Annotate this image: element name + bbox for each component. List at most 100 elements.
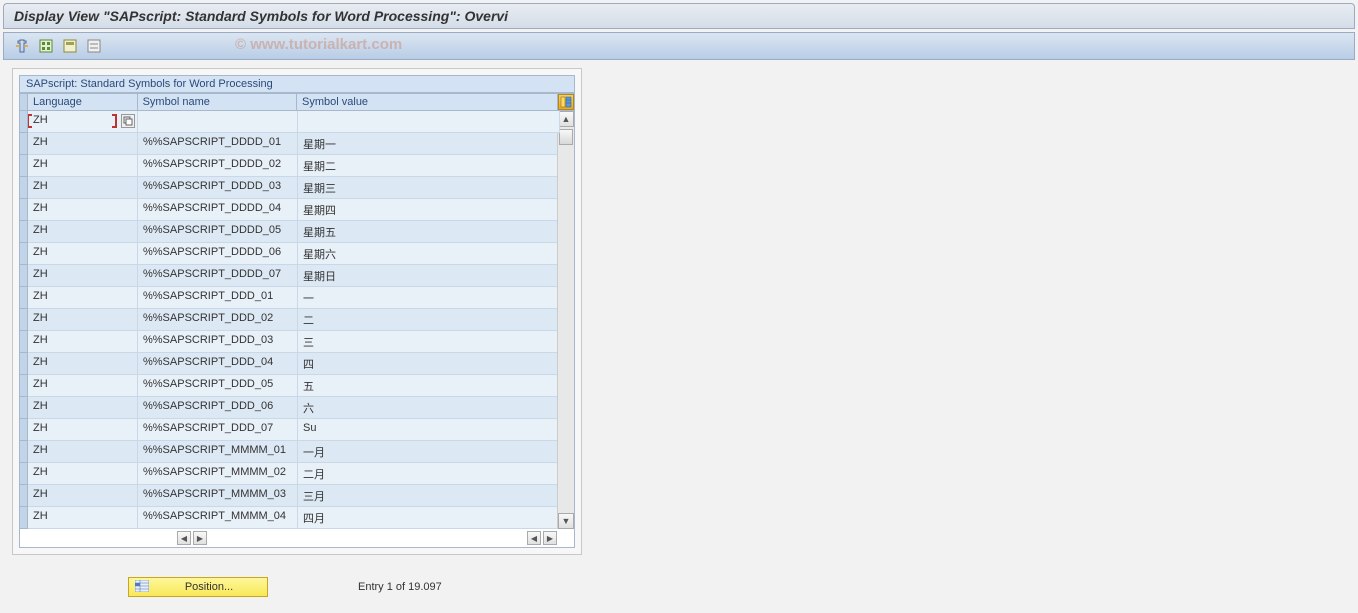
- row-selector[interactable]: [20, 243, 28, 265]
- cell-symbol-value[interactable]: [298, 111, 560, 133]
- table-settings-button[interactable]: [558, 94, 574, 110]
- cell-language[interactable]: ZH: [28, 441, 138, 463]
- row-selector-header[interactable]: [20, 94, 28, 110]
- cell-language[interactable]: ZH: [28, 177, 138, 199]
- table-row[interactable]: ZH%%SAPSCRIPT_DDDD_06星期六: [20, 243, 574, 265]
- table-row[interactable]: ZH%%SAPSCRIPT_DDD_05五: [20, 375, 574, 397]
- cell-language[interactable]: ZH: [28, 309, 138, 331]
- cell-symbol-name[interactable]: %%SAPSCRIPT_DDDD_04: [138, 199, 298, 221]
- row-selector[interactable]: [20, 177, 28, 199]
- table-row[interactable]: ZH%%SAPSCRIPT_MMMM_04四月: [20, 507, 574, 529]
- cell-symbol-name[interactable]: %%SAPSCRIPT_MMMM_01: [138, 441, 298, 463]
- row-selector[interactable]: [20, 221, 28, 243]
- row-selector[interactable]: [20, 397, 28, 419]
- row-selector[interactable]: [20, 133, 28, 155]
- cell-symbol-value[interactable]: 星期日: [298, 265, 560, 287]
- table-row[interactable]: ZH%%SAPSCRIPT_DDDD_02星期二: [20, 155, 574, 177]
- toggle-edit-button[interactable]: [12, 37, 32, 55]
- table-row[interactable]: ZH%%SAPSCRIPT_DDDD_03星期三: [20, 177, 574, 199]
- table-row[interactable]: ZH%%SAPSCRIPT_DDD_04四: [20, 353, 574, 375]
- cell-language[interactable]: ZH: [28, 265, 138, 287]
- row-selector[interactable]: [20, 375, 28, 397]
- row-selector[interactable]: [20, 353, 28, 375]
- cell-symbol-name[interactable]: %%SAPSCRIPT_DDDD_07: [138, 265, 298, 287]
- select-block-button[interactable]: [60, 37, 80, 55]
- scroll-up-button[interactable]: ▲: [558, 111, 574, 127]
- cell-symbol-name[interactable]: %%SAPSCRIPT_DDD_03: [138, 331, 298, 353]
- scroll-right-button[interactable]: ▶: [193, 531, 207, 545]
- row-selector[interactable]: [20, 309, 28, 331]
- cell-language[interactable]: ZH: [28, 287, 138, 309]
- column-header-symbol-name[interactable]: Symbol name: [138, 94, 297, 110]
- row-selector[interactable]: [20, 441, 28, 463]
- table-row[interactable]: ZH%%SAPSCRIPT_DDDD_01星期一: [20, 133, 574, 155]
- table-row[interactable]: ZH%%SAPSCRIPT_DDD_06六: [20, 397, 574, 419]
- row-selector[interactable]: [20, 199, 28, 221]
- row-selector[interactable]: [20, 155, 28, 177]
- cell-symbol-value[interactable]: Su: [298, 419, 560, 441]
- cell-symbol-value[interactable]: 二: [298, 309, 560, 331]
- cell-symbol-name[interactable]: %%SAPSCRIPT_DDDD_06: [138, 243, 298, 265]
- row-selector[interactable]: [20, 331, 28, 353]
- table-row[interactable]: ZH%%SAPSCRIPT_DDDD_07星期日: [20, 265, 574, 287]
- cell-language[interactable]: ZH: [28, 463, 138, 485]
- table-row[interactable]: ZH: [20, 111, 574, 133]
- cell-language[interactable]: ZH: [28, 375, 138, 397]
- table-row[interactable]: ZH%%SAPSCRIPT_MMMM_03三月: [20, 485, 574, 507]
- scroll-track[interactable]: [558, 127, 574, 513]
- cell-symbol-name[interactable]: %%SAPSCRIPT_DDD_07: [138, 419, 298, 441]
- cell-language[interactable]: ZH: [28, 133, 138, 155]
- cell-symbol-value[interactable]: 星期三: [298, 177, 560, 199]
- row-selector[interactable]: [20, 507, 28, 529]
- cell-language[interactable]: ZH: [28, 221, 138, 243]
- cell-language[interactable]: ZH: [28, 111, 138, 133]
- scroll-left-end-button[interactable]: ◀: [527, 531, 541, 545]
- cell-symbol-value[interactable]: 星期一: [298, 133, 560, 155]
- cell-language[interactable]: ZH: [28, 419, 138, 441]
- cell-symbol-name[interactable]: %%SAPSCRIPT_MMMM_03: [138, 485, 298, 507]
- cell-language[interactable]: ZH: [28, 507, 138, 529]
- cell-symbol-value[interactable]: 星期二: [298, 155, 560, 177]
- cell-symbol-value[interactable]: 四月: [298, 507, 560, 529]
- cell-language[interactable]: ZH: [28, 243, 138, 265]
- cell-symbol-name[interactable]: %%SAPSCRIPT_DDD_01: [138, 287, 298, 309]
- cell-symbol-value[interactable]: 一: [298, 287, 560, 309]
- table-row[interactable]: ZH%%SAPSCRIPT_MMMM_02二月: [20, 463, 574, 485]
- cell-symbol-value[interactable]: 星期六: [298, 243, 560, 265]
- cell-language[interactable]: ZH: [28, 485, 138, 507]
- scroll-right-end-button[interactable]: ▶: [543, 531, 557, 545]
- cell-language[interactable]: ZH: [28, 199, 138, 221]
- cell-symbol-value[interactable]: 六: [298, 397, 560, 419]
- cell-symbol-value[interactable]: 四: [298, 353, 560, 375]
- scroll-thumb[interactable]: [559, 129, 573, 145]
- deselect-all-button[interactable]: [84, 37, 104, 55]
- table-row[interactable]: ZH%%SAPSCRIPT_DDD_03三: [20, 331, 574, 353]
- row-selector[interactable]: [20, 419, 28, 441]
- cell-symbol-name[interactable]: %%SAPSCRIPT_MMMM_02: [138, 463, 298, 485]
- table-row[interactable]: ZH%%SAPSCRIPT_DDD_01一: [20, 287, 574, 309]
- cell-language[interactable]: ZH: [28, 155, 138, 177]
- row-selector[interactable]: [20, 485, 28, 507]
- cell-symbol-name[interactable]: %%SAPSCRIPT_DDD_06: [138, 397, 298, 419]
- cell-symbol-name[interactable]: %%SAPSCRIPT_DDDD_05: [138, 221, 298, 243]
- cell-symbol-name[interactable]: [138, 111, 298, 133]
- table-row[interactable]: ZH%%SAPSCRIPT_DDDD_05星期五: [20, 221, 574, 243]
- cell-symbol-value[interactable]: 三: [298, 331, 560, 353]
- row-selector[interactable]: [20, 463, 28, 485]
- table-row[interactable]: ZH%%SAPSCRIPT_DDD_07Su: [20, 419, 574, 441]
- select-all-button[interactable]: [36, 37, 56, 55]
- cell-symbol-name[interactable]: %%SAPSCRIPT_DDD_04: [138, 353, 298, 375]
- row-selector[interactable]: [20, 111, 28, 133]
- f4-help-button[interactable]: [121, 114, 135, 128]
- table-row[interactable]: ZH%%SAPSCRIPT_DDDD_04星期四: [20, 199, 574, 221]
- cell-language[interactable]: ZH: [28, 353, 138, 375]
- scroll-left-button[interactable]: ◀: [177, 531, 191, 545]
- column-header-symbol-value[interactable]: Symbol value: [297, 94, 558, 110]
- vertical-scrollbar[interactable]: ▲ ▼: [557, 111, 574, 529]
- cell-symbol-name[interactable]: %%SAPSCRIPT_DDDD_03: [138, 177, 298, 199]
- cell-symbol-value[interactable]: 三月: [298, 485, 560, 507]
- cell-symbol-name[interactable]: %%SAPSCRIPT_MMMM_04: [138, 507, 298, 529]
- row-selector[interactable]: [20, 287, 28, 309]
- cell-symbol-name[interactable]: %%SAPSCRIPT_DDDD_01: [138, 133, 298, 155]
- cell-symbol-name[interactable]: %%SAPSCRIPT_DDD_02: [138, 309, 298, 331]
